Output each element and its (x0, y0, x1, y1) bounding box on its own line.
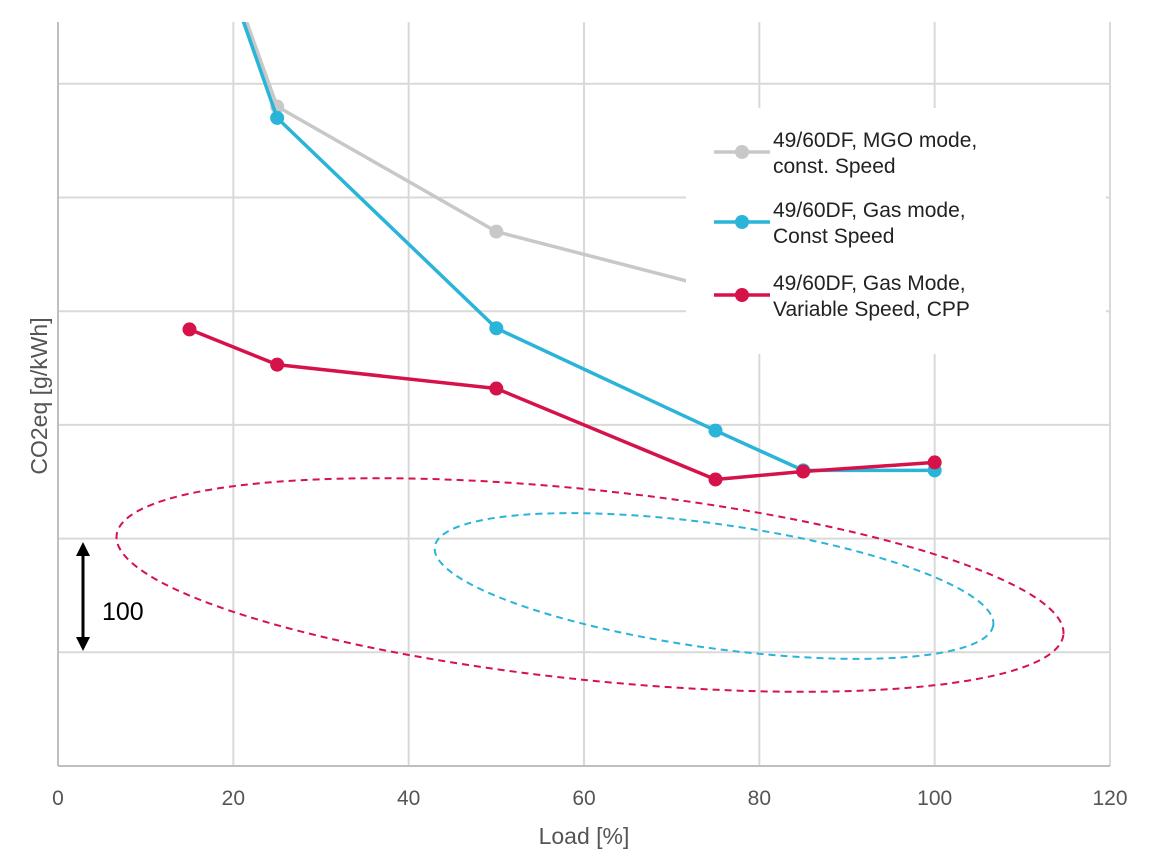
blue-dashed-ellipse (433, 512, 995, 660)
x-tick-label: 80 (748, 787, 771, 810)
scale-arrow-head-down (76, 637, 90, 651)
y-axis-title: CO2eq [g/kWh] (26, 317, 52, 474)
x-tick-label: 20 (222, 787, 245, 810)
scale-label: 100 (102, 598, 144, 626)
annotation-ellipses (115, 477, 1065, 693)
data-point (489, 224, 504, 239)
legend-swatch-marker (735, 288, 749, 302)
data-point (270, 110, 285, 125)
data-point (796, 464, 811, 479)
x-tick-label: 100 (917, 787, 952, 810)
legend-entry-label: 49/60DF, Gas Mode, Variable Speed, CPP (773, 272, 970, 321)
legend: 49/60DF, MGO mode, const. Speed 49/60DF, G… (686, 108, 1106, 354)
data-point (489, 381, 504, 396)
data-point (489, 321, 504, 336)
data-point (708, 472, 723, 487)
data-point (708, 423, 723, 438)
legend-entry-label: 49/60DF, MGO mode, const. Speed (773, 129, 977, 178)
scale-arrow-head-up (76, 542, 90, 556)
scale-annotation: 100 (76, 542, 144, 651)
data-point (927, 455, 942, 470)
legend-entry-label: 49/60DF, Gas mode, Const Speed (773, 199, 966, 248)
x-tick-label: 120 (1092, 787, 1127, 810)
axes: 0 20 40 60 80 100 120 (52, 22, 1128, 810)
series-line-3 (188, 327, 935, 482)
x-axis-title: Load [%] (539, 823, 630, 849)
data-point (182, 322, 197, 337)
red-dashed-ellipse (115, 477, 1065, 693)
legend-background (686, 108, 1106, 354)
data-point (270, 357, 285, 372)
legend-swatch-marker (735, 145, 749, 159)
legend-swatch-marker (735, 215, 749, 229)
x-tick-label: 60 (572, 787, 595, 810)
x-tick-label: 0 (52, 787, 64, 810)
x-tick-label: 40 (397, 787, 420, 810)
